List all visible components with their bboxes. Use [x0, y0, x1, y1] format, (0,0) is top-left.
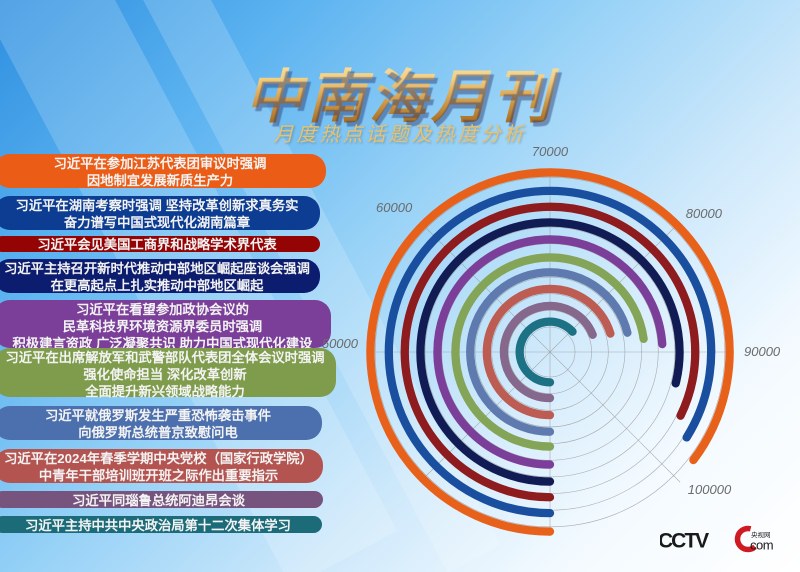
svg-text:100000: 100000: [688, 482, 732, 497]
svg-text:90000: 90000: [744, 344, 781, 359]
svg-text:60000: 60000: [376, 200, 413, 215]
svg-text:70000: 70000: [532, 144, 569, 159]
svg-text:50000: 50000: [322, 336, 359, 351]
svg-text:80000: 80000: [686, 206, 723, 221]
